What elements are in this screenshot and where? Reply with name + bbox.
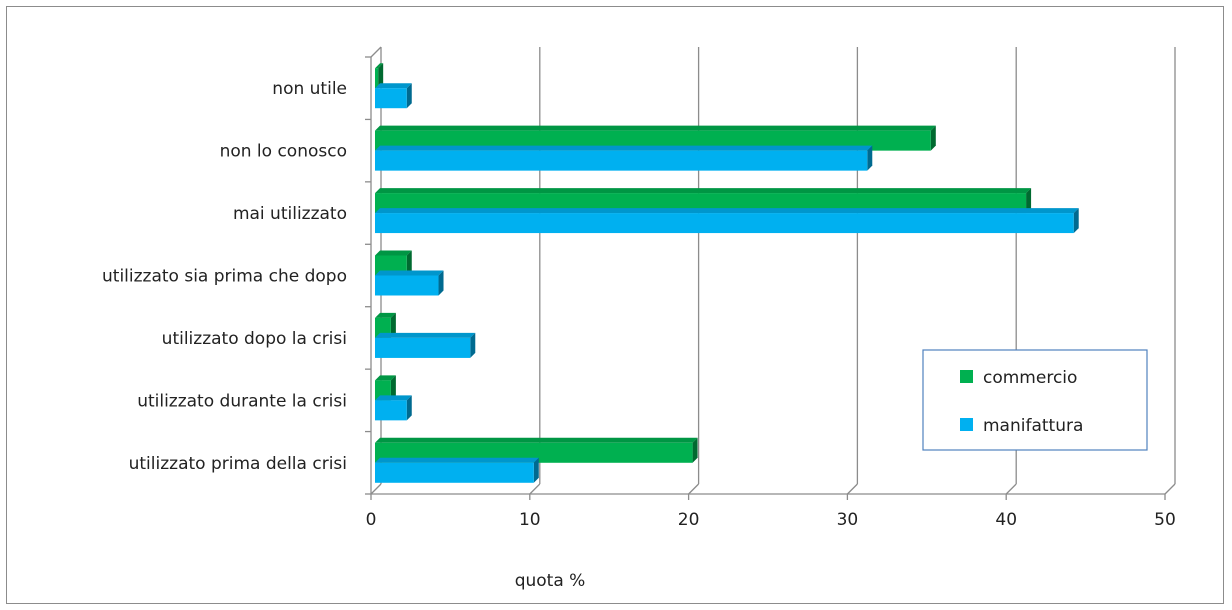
bar-chart: 0 10 20 30 40 50 utilizzato prima della crisi… bbox=[102, 46, 1176, 591]
category-label-non-utile: non utile bbox=[272, 79, 347, 99]
y-axis-top-edge bbox=[370, 46, 382, 58]
bars bbox=[375, 63, 1079, 483]
category-label-mai-utilizzato: mai utilizzato bbox=[233, 204, 347, 224]
bar-manifattura-non-utile bbox=[375, 83, 412, 109]
legend: commercio manifattura bbox=[922, 349, 1148, 451]
floor-gridline bbox=[370, 483, 382, 495]
floor-gridline bbox=[846, 483, 858, 495]
bar-manifattura-mai-utilizzato bbox=[375, 208, 1079, 234]
x-tick-label: 30 bbox=[837, 510, 859, 530]
category-label-non-lo-conosco: non lo conosco bbox=[220, 142, 347, 162]
bar-manifattura-utilizzato-prima-della-crisi bbox=[375, 457, 539, 483]
x-tick-labels: 0 10 20 30 40 50 bbox=[366, 510, 1176, 530]
floor-gridline bbox=[529, 483, 541, 495]
category-label-utilizzato-sia-prima-che-dopo: utilizzato sia prima che dopo bbox=[102, 267, 347, 287]
x-tick-label: 40 bbox=[995, 510, 1017, 530]
axes bbox=[365, 46, 1166, 500]
x-tick-label: 0 bbox=[366, 510, 377, 530]
chart-frame: 0 10 20 30 40 50 utilizzato prima della crisi… bbox=[6, 6, 1224, 604]
legend-swatch-commercio bbox=[960, 370, 973, 383]
category-label-utilizzato-prima-della-crisi: utilizzato prima della crisi bbox=[129, 454, 347, 474]
floor-gridline bbox=[688, 483, 700, 495]
bar-manifattura-non-lo-conosco bbox=[375, 145, 873, 171]
category-labels: utilizzato prima della crisi utilizzato d… bbox=[102, 79, 347, 474]
bar-manifattura-utilizzato-sia-prima-che-dopo bbox=[375, 270, 444, 296]
legend-label-manifattura: manifattura bbox=[983, 416, 1083, 436]
legend-label-commercio: commercio bbox=[983, 368, 1077, 388]
bar-commercio-non-utile bbox=[375, 63, 384, 89]
bar-manifattura-utilizzato-durante-la-crisi bbox=[375, 395, 412, 421]
category-label-utilizzato-durante-la-crisi: utilizzato durante la crisi bbox=[137, 391, 347, 411]
legend-box bbox=[922, 349, 1148, 451]
x-axis-title: quota % bbox=[515, 571, 586, 591]
category-label-utilizzato-dopo-la-crisi: utilizzato dopo la crisi bbox=[162, 329, 347, 349]
floor-gridline bbox=[1005, 483, 1017, 495]
legend-swatch-manifattura bbox=[960, 418, 973, 431]
x-tick-label: 50 bbox=[1154, 510, 1176, 530]
x-tick-label: 20 bbox=[678, 510, 700, 530]
x-tick-label: 10 bbox=[519, 510, 541, 530]
floor-gridline bbox=[1164, 483, 1176, 495]
bar-manifattura-utilizzato-dopo-la-crisi bbox=[375, 332, 476, 358]
